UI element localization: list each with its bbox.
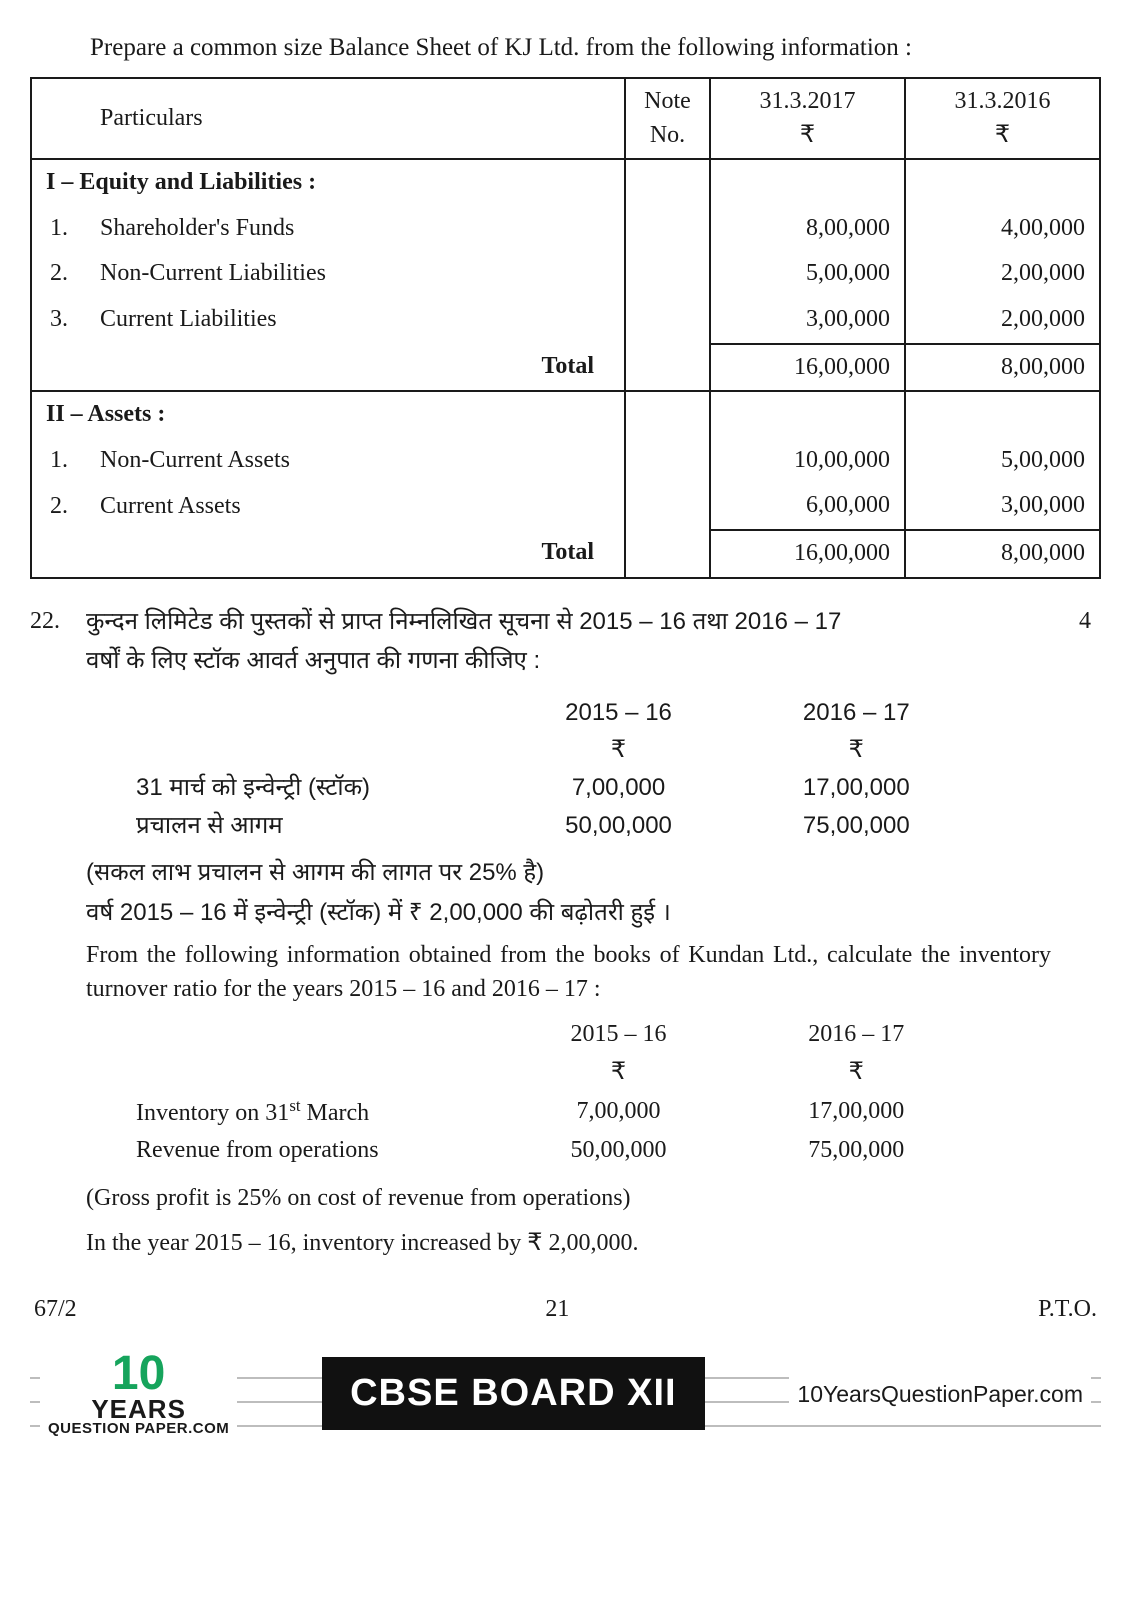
- q22-english-note2: In the year 2015 – 16, inventory increas…: [86, 1227, 1051, 1261]
- page-footer: 67/2 21 P.T.O.: [34, 1293, 1097, 1327]
- question-22: 22. कुन्दन लिमिटेड की पुस्तकों से प्राप्…: [30, 605, 1091, 1268]
- footer-pto: P.T.O.: [1038, 1293, 1097, 1327]
- header-2016: 31.3.2016₹: [905, 78, 1100, 159]
- table-header-row: Particulars Note No. 31.3.2017₹ 31.3.201…: [31, 78, 1100, 159]
- header-particulars: Particulars: [86, 78, 625, 159]
- cbse-board-badge: CBSE BOARD XII: [322, 1357, 704, 1430]
- section-assets: II – Assets :: [31, 391, 1100, 438]
- q22-hindi-table: 2015 – 162016 – 17 ₹₹ 31 मार्च को इन्वेन…: [126, 694, 975, 844]
- balance-sheet-table: Particulars Note No. 31.3.2017₹ 31.3.201…: [30, 77, 1101, 579]
- q22-hindi-line1: कुन्दन लिमिटेड की पुस्तकों से प्राप्त नि…: [86, 605, 1051, 639]
- table-row: 2. Non-Current Liabilities 5,00,000 2,00…: [31, 251, 1100, 297]
- q22-english-note1: (Gross profit is 25% on cost of revenue …: [86, 1182, 1051, 1216]
- header-2017: 31.3.2017₹: [710, 78, 905, 159]
- site-url: 10YearsQuestionPaper.com: [789, 1374, 1091, 1414]
- intro-text: Prepare a common size Balance Sheet of K…: [90, 30, 1101, 65]
- q22-hindi-line2: वर्षों के लिए स्टॉक आवर्त अनुपात की गणना…: [86, 644, 1051, 678]
- inventory-label: Inventory on 31st March: [126, 1092, 500, 1133]
- section-equity-liabilities: I – Equity and Liabilities :: [31, 159, 1100, 206]
- branding-bar: 10 YEARS QUESTION PAPER.COM CBSE BOARD X…: [30, 1335, 1101, 1453]
- table-row: 1. Shareholder's Funds 8,00,000 4,00,000: [31, 206, 1100, 252]
- footer-left: 67/2: [34, 1293, 77, 1327]
- header-blank: [31, 78, 86, 159]
- table-row: 3. Current Liabilities 3,00,000 2,00,000: [31, 297, 1100, 344]
- q22-hindi-note1: (सकल लाभ प्रचालन से आगम की लागत पर 25% ह…: [86, 856, 1051, 890]
- question-marks: 4: [1051, 605, 1091, 639]
- logo-10years: 10 YEARS QUESTION PAPER.COM: [40, 1347, 237, 1440]
- question-number: 22.: [30, 605, 86, 639]
- footer-page-number: 21: [545, 1293, 569, 1327]
- table-row: 1. Non-Current Assets 10,00,000 5,00,000: [31, 438, 1100, 484]
- section1-total-row: Total 16,00,000 8,00,000: [31, 344, 1100, 392]
- q22-english-table: 2015 – 162016 – 17 ₹₹ Inventory on 31st …: [126, 1016, 975, 1169]
- q22-hindi-note2: वर्ष 2015 – 16 में इन्वेन्ट्री (स्टॉक) म…: [86, 896, 1051, 930]
- header-note-no: Note No.: [625, 78, 710, 159]
- q22-english-prompt: From the following information obtained …: [86, 939, 1051, 1006]
- section2-total-row: Total 16,00,000 8,00,000: [31, 530, 1100, 578]
- table-row: 2. Current Assets 6,00,000 3,00,000: [31, 483, 1100, 530]
